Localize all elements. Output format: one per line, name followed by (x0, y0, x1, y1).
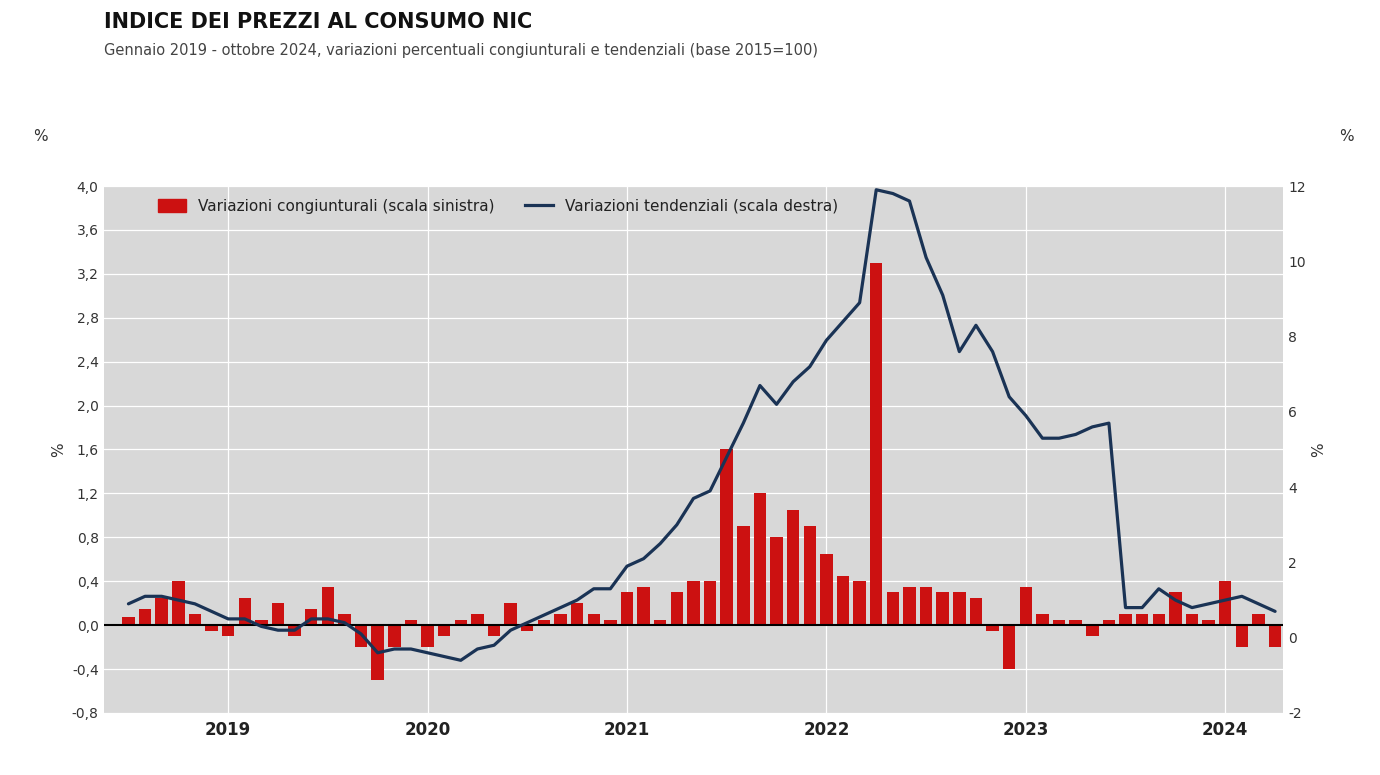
Bar (1136, 614, 1148, 625)
Bar (222, 625, 235, 636)
Bar (937, 592, 949, 625)
Bar (505, 603, 518, 625)
Bar (522, 625, 534, 631)
Bar (820, 554, 832, 625)
Bar (437, 625, 450, 636)
Bar (1252, 614, 1264, 625)
Bar (555, 614, 567, 625)
Bar (156, 598, 168, 625)
Bar (671, 592, 683, 625)
Bar (803, 526, 816, 625)
Bar (621, 592, 633, 625)
Bar (604, 620, 617, 625)
Bar (404, 620, 417, 625)
Bar (904, 587, 916, 625)
Bar (454, 620, 466, 625)
Bar (970, 598, 983, 625)
Bar (421, 625, 433, 647)
Bar (305, 608, 317, 625)
Bar (322, 587, 334, 625)
Bar (1219, 581, 1231, 625)
Bar (1086, 625, 1098, 636)
Text: %: % (1340, 129, 1354, 144)
Bar (886, 592, 900, 625)
Bar (139, 608, 152, 625)
Bar (1053, 620, 1065, 625)
Y-axis label: %: % (51, 443, 66, 456)
Bar (787, 510, 799, 625)
Bar (538, 620, 551, 625)
Bar (388, 625, 400, 647)
Bar (1036, 614, 1049, 625)
Bar (355, 625, 367, 647)
Bar (836, 576, 849, 625)
Bar (1202, 620, 1214, 625)
Bar (1003, 625, 1016, 669)
Bar (1070, 620, 1082, 625)
Y-axis label: %: % (1311, 443, 1326, 456)
Bar (189, 614, 201, 625)
Bar (720, 449, 733, 625)
Bar (1185, 614, 1198, 625)
Bar (770, 537, 782, 625)
Bar (588, 614, 600, 625)
Text: %: % (33, 129, 47, 144)
Bar (654, 620, 667, 625)
Bar (255, 620, 268, 625)
Bar (954, 592, 966, 625)
Bar (1020, 587, 1032, 625)
Bar (638, 587, 650, 625)
Bar (1169, 592, 1181, 625)
Bar (272, 603, 284, 625)
Text: INDICE DEI PREZZI AL CONSUMO NIC: INDICE DEI PREZZI AL CONSUMO NIC (104, 12, 531, 32)
Bar (1103, 620, 1115, 625)
Bar (987, 625, 999, 631)
Bar (737, 526, 749, 625)
Bar (338, 614, 351, 625)
Bar (172, 581, 185, 625)
Bar (704, 581, 716, 625)
Text: Gennaio 2019 - ottobre 2024, variazioni percentuali congiunturali e tendenziali : Gennaio 2019 - ottobre 2024, variazioni … (104, 43, 817, 57)
Bar (487, 625, 501, 636)
Bar (920, 587, 933, 625)
Bar (687, 581, 700, 625)
Bar (471, 614, 483, 625)
Bar (1152, 614, 1165, 625)
Bar (239, 598, 251, 625)
Bar (869, 263, 882, 625)
Bar (1235, 625, 1248, 647)
Bar (288, 625, 301, 636)
Bar (1119, 614, 1132, 625)
Bar (371, 625, 384, 680)
Bar (753, 494, 766, 625)
Bar (1268, 625, 1281, 647)
Legend: Variazioni congiunturali (scala sinistra), Variazioni tendenziali (scala destra): Variazioni congiunturali (scala sinistra… (159, 199, 838, 214)
Bar (571, 603, 584, 625)
Bar (853, 581, 865, 625)
Bar (123, 618, 135, 625)
Bar (206, 625, 218, 631)
